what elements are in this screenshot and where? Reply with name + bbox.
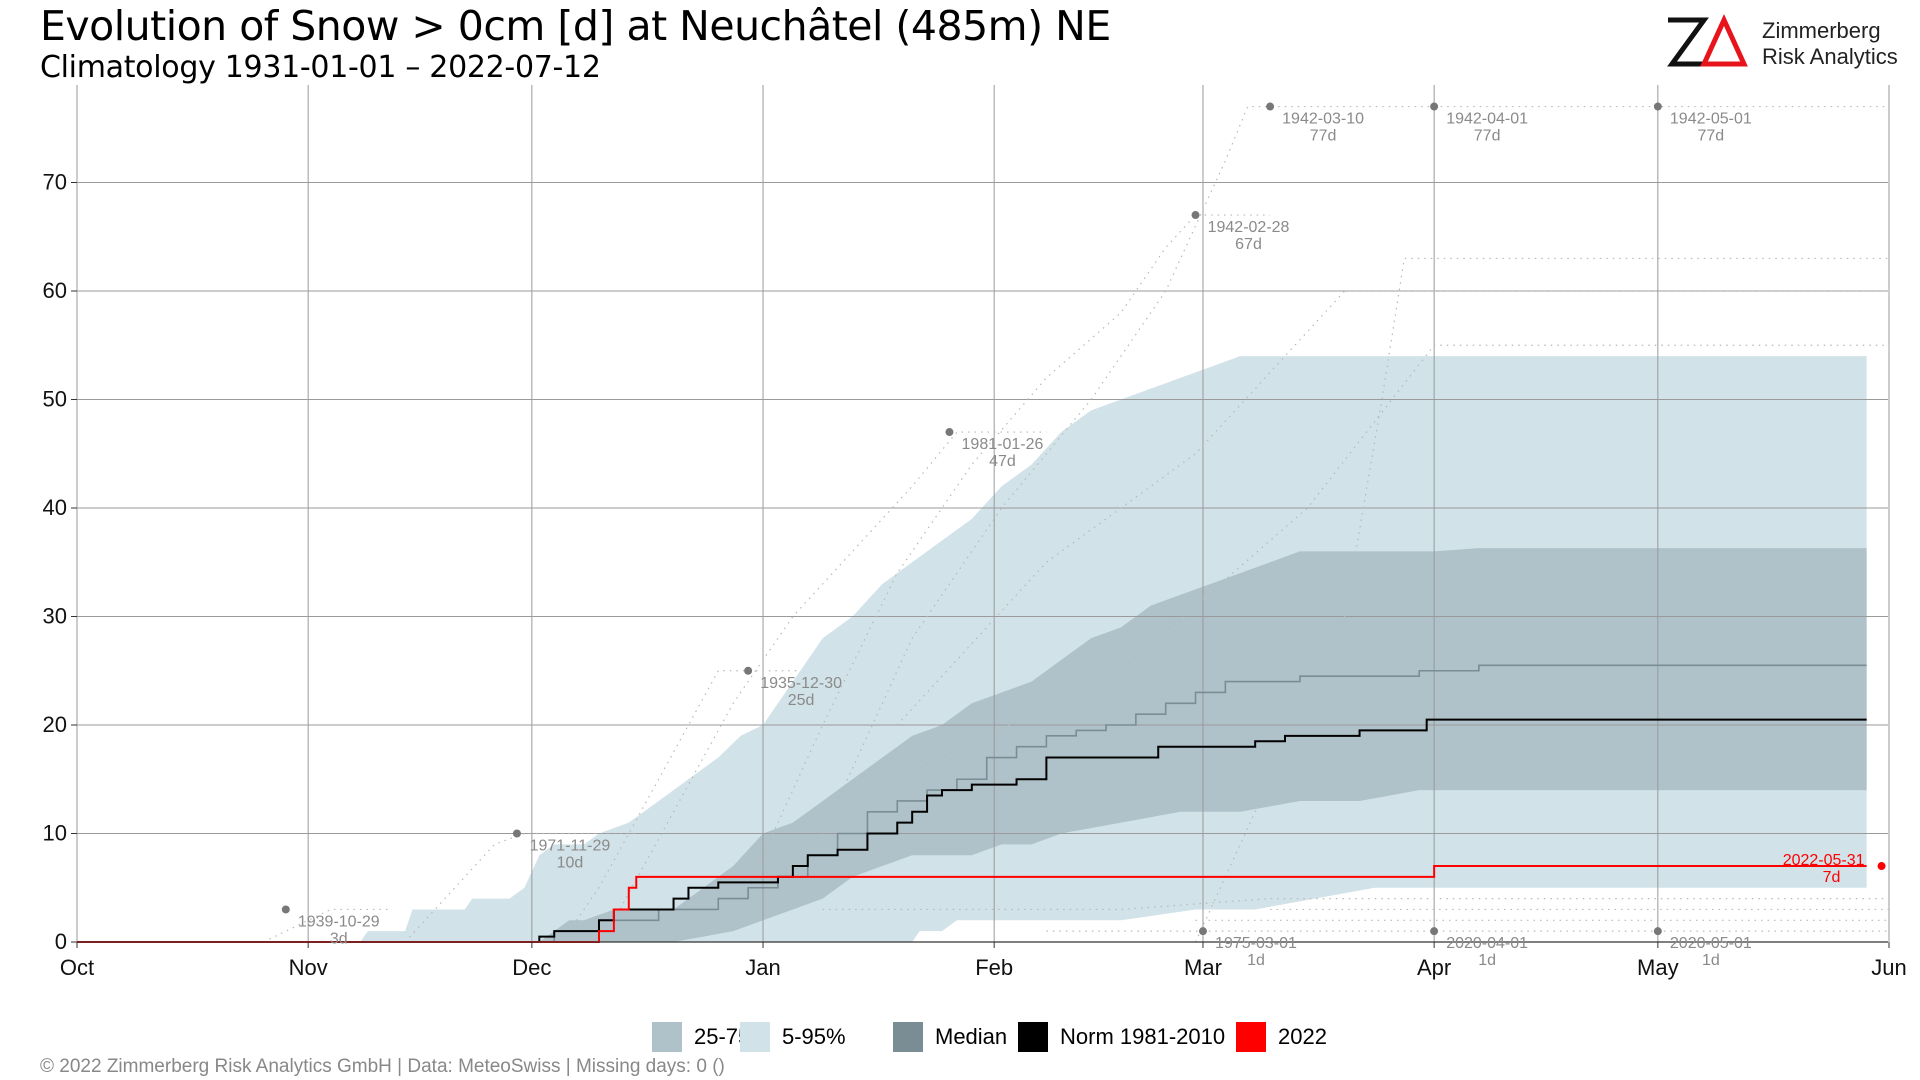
y-tick-label: 40 — [43, 495, 67, 520]
band-5-95 — [77, 356, 1867, 943]
legend-swatch — [1018, 1022, 1048, 1052]
logo-text: Zimmerberg Risk Analytics — [1762, 18, 1898, 70]
annotation-date: 1971-11-29 — [530, 838, 611, 855]
legend-item: Norm 1981-2010 — [1018, 1022, 1225, 1052]
legend-swatch — [1236, 1022, 1266, 1052]
series-layer — [77, 664, 1867, 943]
annotation-date: 1975-03-01 — [1215, 935, 1297, 952]
record-point — [1266, 102, 1275, 111]
annotation-date: 1939-10-29 — [298, 913, 380, 930]
axes-layer: Oct Nov Dec Jan Feb Mar Apr May Jun 0 10 20 30 40 50 60… — [43, 170, 1907, 981]
record-point — [1430, 927, 1439, 936]
legend-label: 2022 — [1278, 1024, 1327, 1049]
annotation-date: 1942-02-28 — [1208, 219, 1290, 236]
bands-layer — [77, 356, 1867, 943]
annotation-date: 1942-04-01 — [1446, 111, 1528, 128]
record-lines-layer — [263, 105, 1889, 943]
legend-item: 2022 — [1236, 1022, 1327, 1052]
x-tick-label: Jan — [745, 955, 780, 980]
annotation-value: 25d — [788, 692, 815, 709]
y-tick-label: 10 — [43, 821, 67, 846]
annotation-date: 2022-05-31 — [1783, 852, 1865, 869]
annotation-date: 1942-03-10 — [1282, 111, 1364, 128]
record-line — [613, 431, 1047, 921]
annotation-value: 1d — [1702, 952, 1720, 969]
record-line — [822, 898, 1889, 911]
y-tick-label: 0 — [55, 929, 67, 954]
legend-item: 5-95% — [740, 1022, 846, 1052]
series-line — [77, 865, 1867, 943]
annotation-value: 67d — [1235, 236, 1262, 253]
x-tick-label: Mar — [1184, 955, 1222, 980]
record-point — [1430, 102, 1439, 111]
legend-label: Median — [935, 1024, 1008, 1049]
y-tick-label: 30 — [43, 604, 67, 629]
band-25-75 — [77, 548, 1867, 942]
annotation-value: 77d — [1697, 128, 1724, 145]
record-line — [822, 105, 1889, 834]
x-tick-label: Jun — [1871, 955, 1906, 980]
record-line — [896, 290, 1889, 726]
annotation-value: 77d — [1474, 128, 1501, 145]
record-point — [945, 428, 954, 437]
y-tick-label: 70 — [43, 170, 67, 195]
annotation-date: 1935-12-30 — [760, 675, 842, 692]
record-point — [281, 905, 290, 914]
y-tick-label: 50 — [43, 387, 67, 412]
company-logo: Zimmerberg Risk Analytics — [1662, 12, 1902, 72]
chart-title: Evolution of Snow > 0cm [d] at Neuchâtel… — [40, 2, 1111, 50]
record-point — [1191, 211, 1200, 220]
logo-line-2: Risk Analytics — [1762, 44, 1898, 69]
footer-credits: © 2022 Zimmerberg Risk Analytics GmbH | … — [40, 1056, 725, 1077]
annotation-value: 7d — [1823, 869, 1841, 886]
annotation-value: 10d — [557, 855, 584, 872]
legend-swatch — [893, 1022, 923, 1052]
record-line — [747, 214, 1271, 888]
x-tick-label: Dec — [512, 955, 551, 980]
logo-line-1: Zimmerberg — [1762, 18, 1881, 43]
legend-label: Norm 1981-2010 — [1060, 1024, 1226, 1049]
annotation-date: 1981-01-26 — [962, 436, 1044, 453]
record-point — [1198, 927, 1207, 936]
annotation-value: 1d — [1478, 952, 1496, 969]
annotation-date: 2020-05-01 — [1670, 935, 1752, 952]
record-line — [561, 670, 801, 943]
record-line — [404, 832, 637, 943]
record-point — [1653, 927, 1662, 936]
y-tick-label: 60 — [43, 278, 67, 303]
snow-days-chart: Oct Nov Dec Jan Feb Mar Apr May Jun 0 10 20 30 40 50 60… — [43, 85, 1907, 981]
annotation-value: 1d — [1247, 952, 1265, 969]
x-tick-label: May — [1637, 955, 1679, 980]
legend-swatch — [652, 1022, 682, 1052]
annotation-date: 1942-05-01 — [1670, 111, 1752, 128]
legend-label: 5-95% — [782, 1024, 846, 1049]
record-point — [512, 829, 521, 838]
annotation-value: 77d — [1310, 128, 1337, 145]
x-tick-label: Nov — [289, 955, 328, 980]
x-tick-label: Feb — [975, 955, 1013, 980]
annotation-value: 3d — [330, 930, 348, 947]
annotation-value: 47d — [989, 453, 1016, 470]
x-tick-label: Oct — [60, 955, 94, 980]
chart-subtitle: Climatology 1931-01-01 – 2022-07-12 — [40, 50, 601, 85]
y-tick-label: 20 — [43, 712, 67, 737]
chart-legend: 25-75% 5-95% Median Norm 1981-2010 2022 — [0, 1022, 1920, 1052]
annotation-date: 2020-04-01 — [1446, 935, 1528, 952]
za-logo-icon — [1667, 13, 1748, 67]
record-point — [744, 666, 753, 675]
record-point — [1653, 102, 1662, 111]
record-point — [1877, 862, 1886, 871]
x-tick-label: Apr — [1417, 955, 1451, 980]
legend-item: Median — [893, 1022, 1007, 1052]
legend-swatch — [740, 1022, 770, 1052]
